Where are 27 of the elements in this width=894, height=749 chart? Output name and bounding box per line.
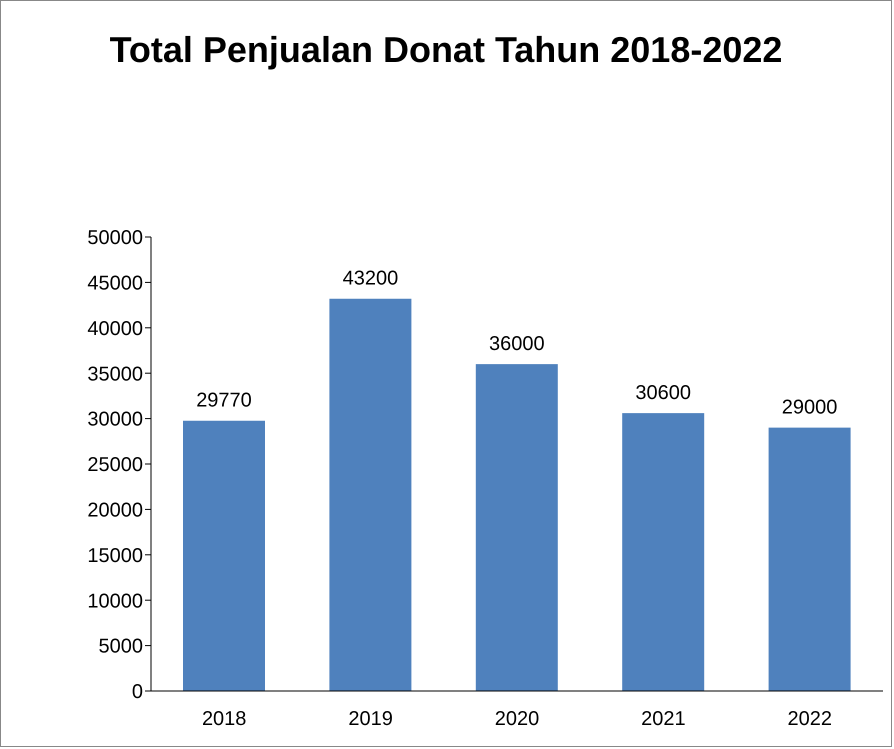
bar — [476, 364, 558, 691]
y-tick-label: 15000 — [87, 544, 143, 567]
data-label: 43200 — [342, 268, 398, 290]
x-tick-label: 2021 — [641, 708, 686, 730]
chart-title: Total Penjualan Donat Tahun 2018-2022 — [108, 28, 784, 72]
data-label: 29000 — [782, 396, 838, 419]
x-tick-label: 2019 — [348, 708, 393, 730]
bar — [768, 428, 851, 691]
y-tick-label: 50000 — [87, 227, 143, 250]
y-tick-label: 30000 — [87, 408, 143, 431]
y-tick-label: 45000 — [87, 272, 143, 294]
x-tick-label: 2020 — [494, 708, 540, 730]
y-tick-label: 35000 — [87, 363, 143, 386]
y-tick-label: 0 — [132, 681, 143, 704]
bar — [183, 420, 265, 691]
data-label: 29770 — [196, 390, 252, 412]
y-tick-label: 20000 — [87, 500, 143, 522]
y-tick-label: 5000 — [98, 636, 143, 658]
data-label: 36000 — [488, 333, 545, 356]
x-tick-label: 2018 — [202, 708, 246, 730]
data-label: 30600 — [635, 382, 692, 404]
y-tick-label: 10000 — [87, 590, 143, 612]
y-tick-label: 25000 — [87, 454, 143, 476]
bar — [329, 298, 412, 691]
x-tick-label: 2022 — [788, 708, 832, 730]
bar — [622, 413, 704, 691]
y-tick-label: 40000 — [87, 318, 143, 340]
